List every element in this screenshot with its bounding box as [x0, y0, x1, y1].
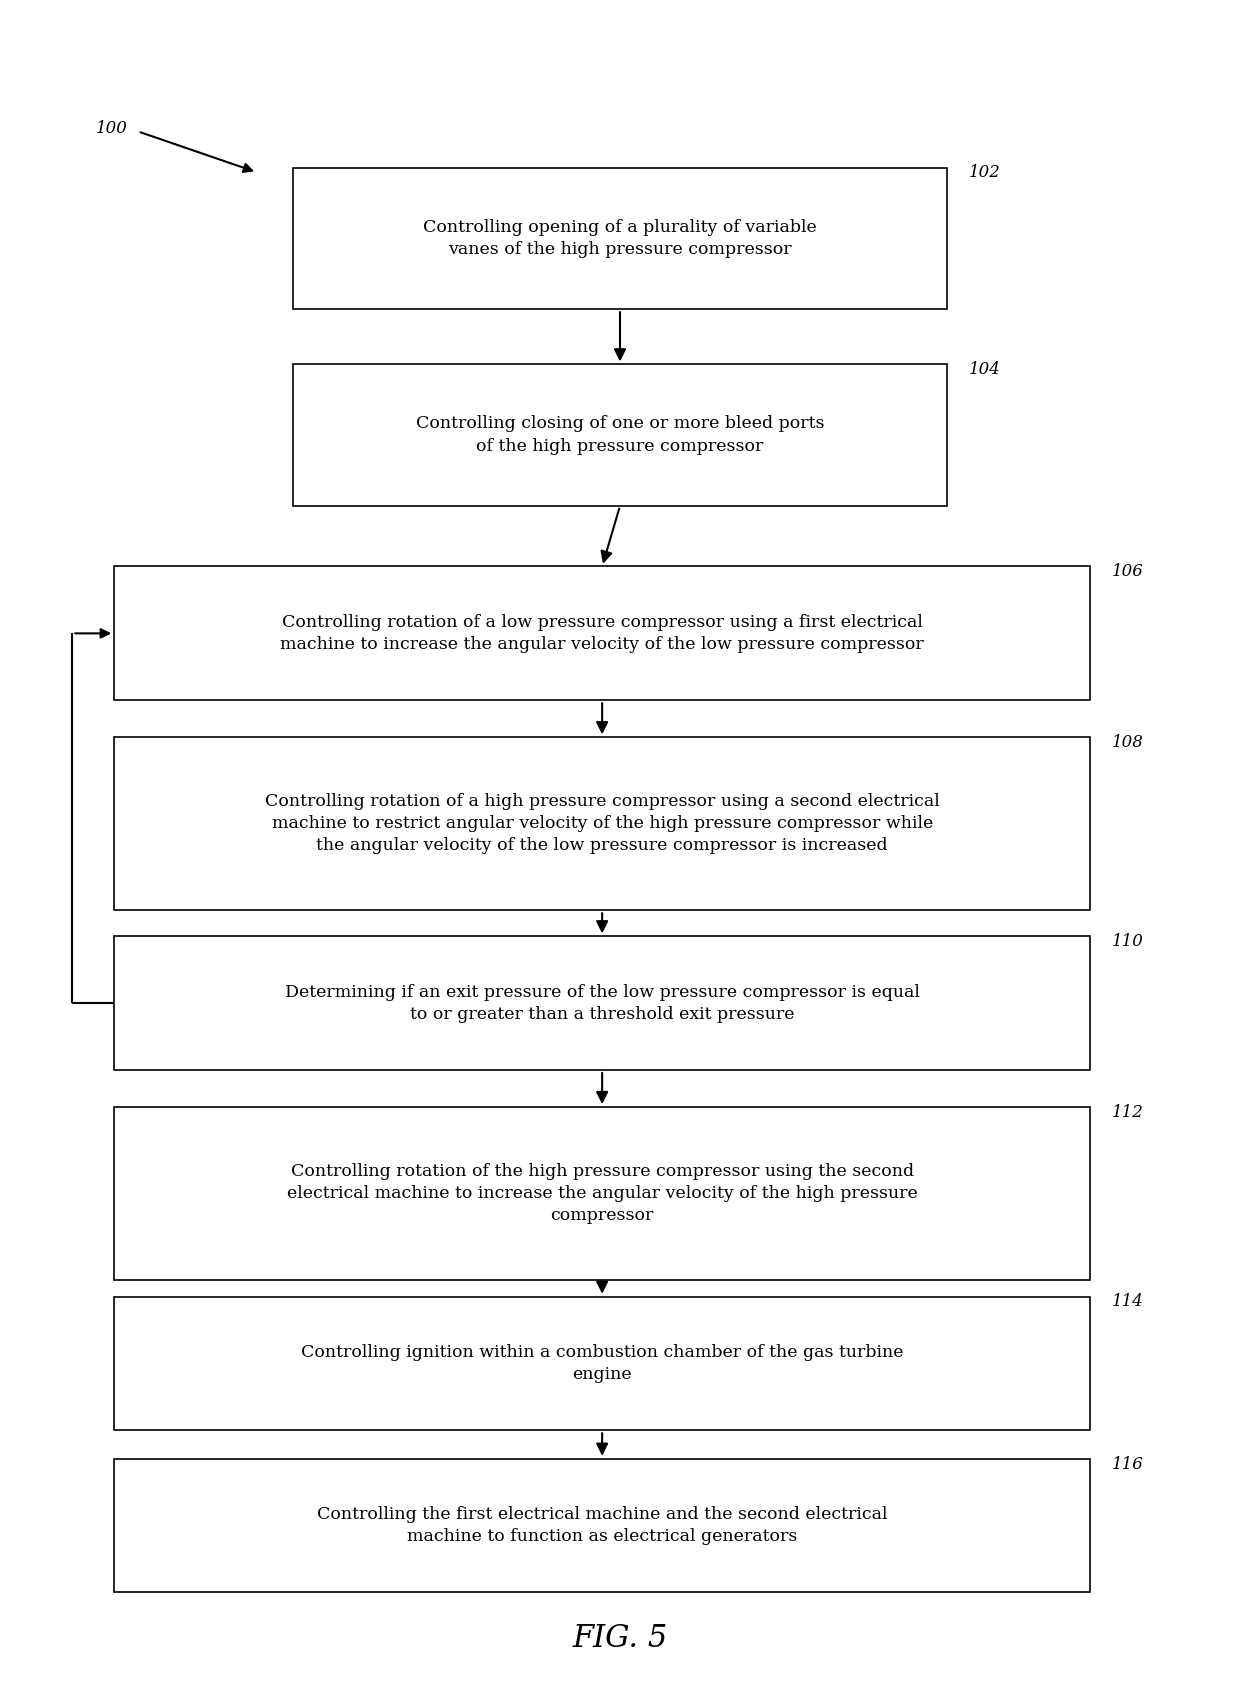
Bar — [114, 1107, 1090, 1281]
Text: 104: 104 — [968, 360, 1001, 377]
Bar — [114, 1296, 1090, 1430]
Text: Determining if an exit pressure of the low pressure compressor is equal
to or gr: Determining if an exit pressure of the l… — [285, 983, 920, 1022]
Text: 110: 110 — [1111, 932, 1143, 951]
Bar — [293, 364, 947, 506]
Bar — [114, 1459, 1090, 1592]
Text: 114: 114 — [1111, 1293, 1143, 1311]
Text: Controlling closing of one or more bleed ports
of the high pressure compressor: Controlling closing of one or more bleed… — [415, 416, 825, 455]
Text: 116: 116 — [1111, 1455, 1143, 1472]
Text: Controlling rotation of the high pressure compressor using the second
electrical: Controlling rotation of the high pressur… — [286, 1162, 918, 1225]
Text: Controlling the first electrical machine and the second electrical
machine to fu: Controlling the first electrical machine… — [317, 1506, 888, 1545]
Text: 102: 102 — [968, 164, 1001, 181]
Text: 112: 112 — [1111, 1103, 1143, 1120]
Text: FIG. 5: FIG. 5 — [573, 1623, 667, 1655]
Text: Controlling rotation of a high pressure compressor using a second electrical
mac: Controlling rotation of a high pressure … — [265, 794, 940, 854]
Bar — [293, 168, 947, 310]
Text: 100: 100 — [97, 120, 128, 137]
Text: 108: 108 — [1111, 734, 1143, 751]
Text: Controlling rotation of a low pressure compressor using a first electrical
machi: Controlling rotation of a low pressure c… — [280, 614, 924, 653]
Text: Controlling ignition within a combustion chamber of the gas turbine
engine: Controlling ignition within a combustion… — [301, 1343, 904, 1382]
Bar — [114, 738, 1090, 910]
Bar — [114, 936, 1090, 1069]
Text: 106: 106 — [1111, 563, 1143, 580]
Bar — [114, 567, 1090, 700]
Text: Controlling opening of a plurality of variable
vanes of the high pressure compre: Controlling opening of a plurality of va… — [423, 218, 817, 257]
